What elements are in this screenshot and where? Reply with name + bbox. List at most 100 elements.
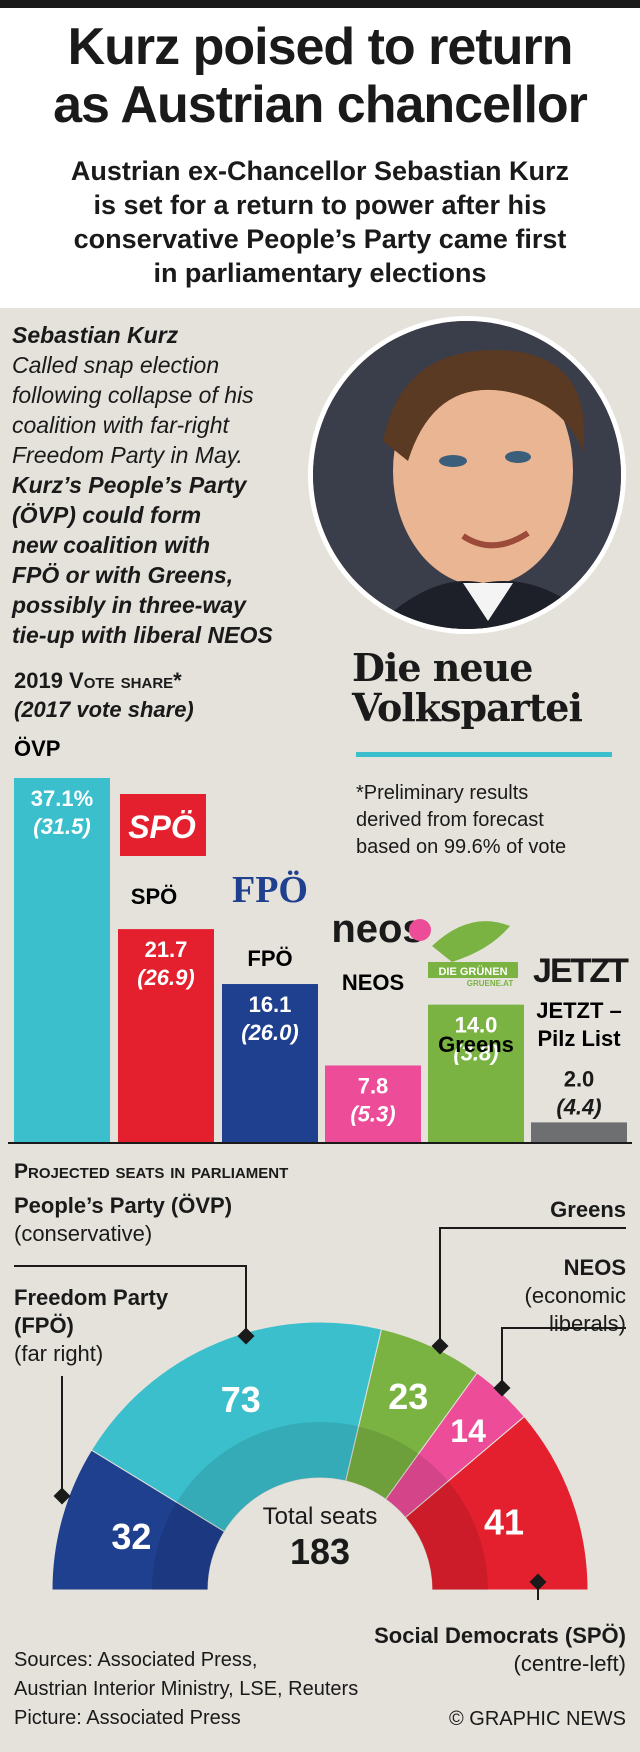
- bar-category-label: ÖVP: [14, 736, 60, 761]
- bar-value-2019: 7.8: [358, 1073, 389, 1098]
- label-ovp: People’s Party (ÖVP) (conservative): [14, 1192, 232, 1248]
- bar-value-2017: (26.9): [137, 965, 194, 990]
- bio-line: following collapse of his: [12, 382, 254, 408]
- bio-line: Called snap election: [12, 352, 220, 378]
- label-neos: NEOS (economic liberals): [525, 1254, 626, 1338]
- bar-value-2019: 14.0: [455, 1013, 498, 1038]
- subtitle-line-4: in parliamentary elections: [153, 258, 487, 288]
- bar-4: [428, 1004, 524, 1142]
- bio-line: coalition with far-right: [12, 412, 229, 438]
- title-line-2: as Austrian chancellor: [53, 76, 588, 134]
- bar-5: [531, 1122, 627, 1142]
- bar-category-label: Pilz List: [537, 1026, 621, 1051]
- bio-bold-line: (ÖVP) could form: [12, 502, 202, 528]
- subtitle-line-3: conservative People’s Party came first: [73, 224, 567, 254]
- subtitle-line-1: Austrian ex-Chancellor Sebastian Kurz: [70, 156, 570, 186]
- spo-logo-text: SPÖ: [128, 809, 196, 845]
- subtitle-line-2: is set for a return to power after his: [93, 190, 547, 220]
- bar-value-2017: (31.5): [33, 814, 90, 839]
- gruene-logo-url: GRUENE.AT: [467, 979, 514, 988]
- bio-bold-line: new coalition with: [12, 532, 211, 558]
- bio-line: Freedom Party in May.: [12, 442, 243, 468]
- spo-desc: (centre-left): [513, 1651, 626, 1676]
- bar-category-label: FPÖ: [247, 946, 292, 971]
- jetzt-logo: JETZT: [533, 952, 629, 990]
- seat-slice-4: [404, 1415, 589, 1591]
- label-fpo: Freedom Party (FPÖ) (far right): [14, 1284, 168, 1368]
- seat-value-label: 23: [388, 1376, 428, 1417]
- bar-1: [118, 929, 214, 1142]
- vote-share-heading: 2019 Vote share*: [14, 668, 182, 693]
- bar-value-2017: (26.0): [241, 1020, 298, 1045]
- bar-0: [14, 778, 110, 1142]
- neos-leader-line: [501, 1327, 626, 1388]
- ovp-leader-line: [14, 1265, 247, 1336]
- bar-value-2017: (5.3): [350, 1101, 395, 1126]
- bar-value-2019: 21.7: [145, 937, 188, 962]
- portrait-illustration: [313, 321, 621, 629]
- neos-name: NEOS: [563, 1255, 626, 1280]
- vote-share-bar-chart: 37.1% (31.5) 21.7 (26.9) 16.1 (26.0) 7.8 (5.3) 1…: [8, 736, 632, 1144]
- bar-3: [325, 1065, 421, 1142]
- sources-line: Picture: Associated Press: [14, 1707, 241, 1729]
- seat-value-label: 73: [221, 1379, 261, 1420]
- vote-share-subheading: (2017 vote share): [14, 697, 194, 722]
- bar-category-label: SPÖ: [131, 884, 177, 909]
- bio-bold-line: possibly in three-way: [12, 592, 246, 618]
- sources-line: Austrian Interior Ministry, LSE, Reuters: [14, 1678, 359, 1700]
- bar-2: [222, 984, 318, 1142]
- label-greens: Greens: [550, 1196, 626, 1224]
- spo-leader-line: [537, 1582, 539, 1600]
- oevp-logo-underline: [356, 752, 612, 757]
- preliminary-note: *Preliminary results derived from foreca…: [356, 780, 636, 861]
- neos-desc-2: liberals): [548, 1311, 626, 1336]
- page-title: Kurz poised to return as Austrian chance…: [0, 18, 640, 134]
- bar-category-label: JETZT –: [536, 998, 622, 1023]
- bar-category-label: Greens: [438, 1032, 514, 1057]
- spo-logo: [120, 794, 206, 856]
- gruene-logo-text: DIE GRÜNEN: [438, 965, 507, 978]
- greens-leader-line: [439, 1227, 626, 1346]
- bar-value-2017: (3.8): [453, 1041, 498, 1066]
- total-seats-label: Total seats: [263, 1503, 378, 1530]
- header-panel: [0, 8, 640, 308]
- seat-slice-1: [90, 1321, 383, 1533]
- gruene-logo-band: [428, 962, 518, 978]
- spo-name: Social Democrats (SPÖ): [374, 1623, 626, 1648]
- fpo-logo: FPÖ: [232, 869, 308, 911]
- ovp-name: People’s Party (ÖVP): [14, 1193, 233, 1218]
- kurz-bio: Sebastian Kurz Called snap election foll…: [12, 320, 332, 650]
- kurz-portrait-photo: [308, 316, 626, 634]
- greens-name: Greens: [550, 1197, 626, 1222]
- bar-value-2019: 37.1%: [31, 786, 93, 811]
- hemicycle-inner-shade: [152, 1422, 488, 1590]
- bar-category-label: NEOS: [342, 970, 404, 995]
- bio-bold-line: FPÖ or with Greens,: [12, 562, 234, 588]
- seat-value-label: 14: [450, 1413, 486, 1449]
- sources-line: Sources: Associated Press,: [14, 1649, 258, 1671]
- spo-leader-dot: [529, 1573, 547, 1591]
- title-line-1: Kurz poised to return: [67, 18, 574, 76]
- note-line: *Preliminary results: [356, 782, 529, 804]
- fpo-name-1: Freedom Party: [14, 1285, 169, 1310]
- gruene-logo-shape: [432, 921, 510, 962]
- ovp-desc: (conservative): [14, 1221, 153, 1246]
- note-line: based on 99.6% of vote: [356, 836, 567, 858]
- seats-heading: Projected seats in parliament: [14, 1160, 289, 1183]
- bio-name: Sebastian Kurz: [12, 322, 179, 348]
- bio-bold-line: tie-up with liberal NEOS: [12, 622, 273, 648]
- bar-value-2019: 16.1: [249, 992, 292, 1017]
- total-seats-value: 183: [290, 1531, 350, 1572]
- label-spo: Social Democrats (SPÖ) (centre-left): [374, 1622, 626, 1678]
- page-subtitle: Austrian ex-Chancellor Sebastian Kurz is…: [0, 154, 640, 290]
- seat-value-label: 32: [111, 1516, 151, 1557]
- bar-value-2019: 2.0: [564, 1066, 595, 1091]
- neos-logo-dot: [409, 919, 431, 941]
- sources: Sources: Associated Press, Austrian Inte…: [14, 1646, 358, 1733]
- logo-line-1: Die neue: [352, 645, 533, 690]
- bio-bold-line: Kurz’s People’s Party: [12, 472, 247, 498]
- bar-value-2017: (4.4): [556, 1094, 601, 1119]
- fpo-name-2: (FPÖ): [14, 1313, 74, 1338]
- top-rule: [0, 0, 640, 8]
